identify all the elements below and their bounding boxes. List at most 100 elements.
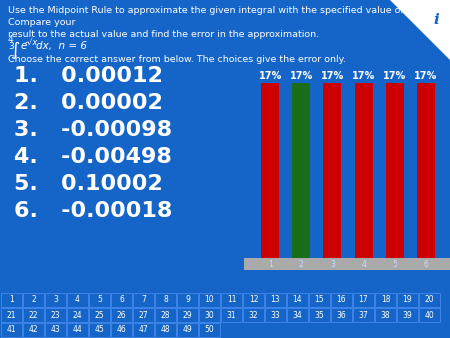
Text: 43: 43 bbox=[50, 325, 60, 335]
Text: Use the Midpoint Rule to approximate the given integral with the specified value: Use the Midpoint Rule to approximate the… bbox=[8, 6, 416, 39]
Text: dx,  n = 6: dx, n = 6 bbox=[36, 41, 87, 51]
Bar bbox=[353, 308, 374, 322]
Text: 24: 24 bbox=[73, 311, 82, 319]
Text: 17%: 17% bbox=[321, 71, 344, 81]
Bar bbox=[397, 308, 418, 322]
Text: 27: 27 bbox=[139, 311, 148, 319]
Text: 2: 2 bbox=[31, 295, 36, 305]
Bar bbox=[155, 308, 176, 322]
Text: 4: 4 bbox=[8, 35, 14, 44]
Text: 7: 7 bbox=[141, 295, 146, 305]
Text: 6.   -0.00018: 6. -0.00018 bbox=[14, 201, 172, 221]
Text: 33: 33 bbox=[270, 311, 280, 319]
Text: 25: 25 bbox=[94, 311, 104, 319]
Bar bbox=[324, 83, 342, 258]
Text: 1.   0.00012: 1. 0.00012 bbox=[14, 66, 163, 86]
Text: 46: 46 bbox=[117, 325, 126, 335]
Bar bbox=[89, 308, 110, 322]
Bar bbox=[419, 293, 440, 307]
Text: 17%: 17% bbox=[414, 71, 437, 81]
Text: 3.   -0.00098: 3. -0.00098 bbox=[14, 120, 172, 140]
Bar bbox=[89, 293, 110, 307]
Bar bbox=[199, 308, 220, 322]
Text: 9: 9 bbox=[185, 295, 190, 305]
Text: 8: 8 bbox=[163, 295, 168, 305]
Text: 39: 39 bbox=[403, 311, 412, 319]
Bar bbox=[417, 83, 435, 258]
Bar bbox=[309, 293, 330, 307]
Bar bbox=[287, 293, 308, 307]
Bar bbox=[243, 293, 264, 307]
Bar bbox=[67, 323, 88, 337]
Bar bbox=[199, 293, 220, 307]
Bar bbox=[1, 323, 22, 337]
Text: 31: 31 bbox=[227, 311, 236, 319]
Bar bbox=[111, 293, 132, 307]
Text: 11: 11 bbox=[227, 295, 236, 305]
Text: 17%: 17% bbox=[258, 71, 282, 81]
Bar bbox=[397, 293, 418, 307]
Polygon shape bbox=[390, 0, 450, 60]
Bar bbox=[375, 293, 396, 307]
Bar bbox=[23, 293, 44, 307]
Bar bbox=[155, 323, 176, 337]
Bar bbox=[67, 308, 88, 322]
Text: Choose the correct answer from below. The choices give the error only.: Choose the correct answer from below. Th… bbox=[8, 55, 346, 64]
Text: 3: 3 bbox=[330, 260, 335, 269]
Text: 17%: 17% bbox=[290, 71, 313, 81]
Text: 14: 14 bbox=[292, 295, 302, 305]
Bar bbox=[353, 293, 374, 307]
Bar bbox=[89, 323, 110, 337]
Text: 15: 15 bbox=[315, 295, 324, 305]
Text: 29: 29 bbox=[183, 311, 192, 319]
Bar bbox=[221, 308, 242, 322]
Text: 5: 5 bbox=[97, 295, 102, 305]
Text: 1: 1 bbox=[9, 295, 14, 305]
Bar bbox=[243, 308, 264, 322]
Bar bbox=[244, 258, 450, 270]
Text: 48: 48 bbox=[161, 325, 170, 335]
Text: 5: 5 bbox=[392, 260, 397, 269]
Bar bbox=[375, 308, 396, 322]
Bar bbox=[45, 293, 66, 307]
Bar bbox=[292, 83, 310, 258]
Text: 12: 12 bbox=[249, 295, 258, 305]
Text: 34: 34 bbox=[292, 311, 302, 319]
Text: 49: 49 bbox=[183, 325, 193, 335]
Bar bbox=[331, 308, 352, 322]
Text: 17%: 17% bbox=[352, 71, 375, 81]
Text: 32: 32 bbox=[249, 311, 258, 319]
Bar bbox=[309, 308, 330, 322]
Text: 17: 17 bbox=[359, 295, 368, 305]
Bar bbox=[23, 308, 44, 322]
Text: 35: 35 bbox=[315, 311, 324, 319]
Text: -√x: -√x bbox=[25, 38, 38, 47]
Bar bbox=[133, 308, 154, 322]
Bar bbox=[261, 83, 279, 258]
Text: 3: 3 bbox=[53, 295, 58, 305]
Bar bbox=[331, 293, 352, 307]
Bar bbox=[265, 293, 286, 307]
Text: 21: 21 bbox=[7, 311, 16, 319]
Bar bbox=[386, 83, 404, 258]
Bar bbox=[45, 308, 66, 322]
Text: 19: 19 bbox=[403, 295, 412, 305]
Bar bbox=[111, 323, 132, 337]
Bar bbox=[177, 308, 198, 322]
Bar bbox=[1, 293, 22, 307]
Text: 44: 44 bbox=[72, 325, 82, 335]
Text: 6: 6 bbox=[119, 295, 124, 305]
Text: 4: 4 bbox=[75, 295, 80, 305]
Text: 10: 10 bbox=[205, 295, 214, 305]
Text: 4: 4 bbox=[361, 260, 366, 269]
Text: 20: 20 bbox=[425, 295, 434, 305]
Text: 1: 1 bbox=[268, 260, 273, 269]
Text: 6: 6 bbox=[423, 260, 428, 269]
Bar bbox=[265, 308, 286, 322]
Bar bbox=[419, 308, 440, 322]
Text: 2.   0.00002: 2. 0.00002 bbox=[14, 93, 163, 113]
Text: 4.   -0.00498: 4. -0.00498 bbox=[14, 147, 172, 167]
Bar bbox=[287, 308, 308, 322]
Text: 30: 30 bbox=[205, 311, 214, 319]
Bar bbox=[111, 308, 132, 322]
